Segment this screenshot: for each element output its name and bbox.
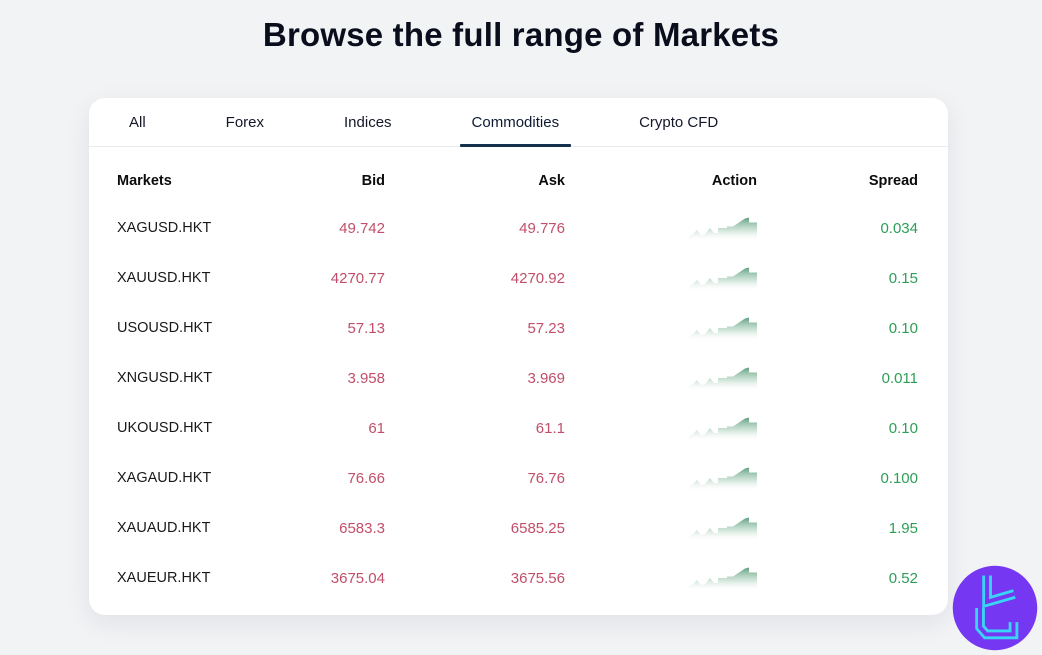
action-cell	[565, 415, 757, 441]
tab-crypto-cfd[interactable]: Crypto CFD	[599, 98, 758, 146]
table-header-row: Markets Bid Ask Action Spread	[89, 147, 948, 195]
action-cell	[565, 215, 757, 241]
sparkline-up-chart-icon	[689, 365, 757, 391]
market-symbol: XAUEUR.HKT	[117, 570, 211, 586]
table-row[interactable]: XAGUSD.HKT 49.742 49.776 0.034	[89, 203, 948, 253]
action-cell	[565, 515, 757, 541]
ask-value: 76.76	[527, 469, 565, 487]
sparkline-up-chart-icon	[689, 415, 757, 441]
bid-value: 49.742	[339, 219, 385, 237]
spread-value: 0.100	[880, 469, 918, 487]
column-header-spread: Spread	[868, 173, 918, 189]
market-symbol: UKOUSD.HKT	[117, 420, 213, 436]
sparkline-up-chart-icon	[689, 565, 757, 591]
table-row[interactable]: XAUEUR.HKT 3675.04 3675.56 0.52	[89, 553, 948, 603]
bid-value: 6583.3	[339, 519, 385, 537]
ask-value: 57.23	[527, 319, 565, 337]
column-header-action: Action	[711, 173, 757, 189]
market-symbol: XAGAUD.HKT	[117, 470, 212, 486]
spread-value: 0.15	[888, 269, 918, 287]
tab-commodities[interactable]: Commodities	[432, 98, 600, 147]
sparkline-up-chart-icon	[689, 315, 757, 341]
market-symbol: XAGUSD.HKT	[117, 220, 212, 236]
table-body: XAGUSD.HKT 49.742 49.776 0.034 XAUUSD.HK…	[89, 203, 948, 603]
spread-value: 1.95	[888, 519, 918, 537]
ask-value: 49.776	[519, 219, 565, 237]
bid-value: 3.958	[347, 369, 385, 387]
bid-value: 76.66	[347, 469, 385, 487]
action-cell	[565, 565, 757, 591]
action-cell	[565, 465, 757, 491]
market-symbol: USOUSD.HKT	[117, 320, 213, 336]
table-row[interactable]: XAUUSD.HKT 4270.77 4270.92 0.15	[89, 253, 948, 303]
table-row[interactable]: XNGUSD.HKT 3.958 3.969 0.011	[89, 353, 948, 403]
bid-value: 57.13	[347, 319, 385, 337]
column-header-bid: Bid	[361, 173, 385, 189]
sparkline-up-chart-icon	[689, 215, 757, 241]
spread-value: 0.10	[888, 419, 918, 437]
spread-value: 0.10	[888, 319, 918, 337]
ask-value: 3.969	[527, 369, 565, 387]
ask-value: 61.1	[535, 419, 565, 437]
sparkline-up-chart-icon	[689, 515, 757, 541]
sparkline-up-chart-icon	[689, 465, 757, 491]
tab-forex[interactable]: Forex	[186, 98, 304, 146]
market-symbol: XNGUSD.HKT	[117, 370, 213, 386]
spread-value: 0.011	[881, 369, 918, 387]
table-row[interactable]: USOUSD.HKT 57.13 57.23 0.10	[89, 303, 948, 353]
sparkline-up-chart-icon	[689, 265, 757, 291]
action-cell	[565, 315, 757, 341]
brand-logo-icon	[952, 565, 1038, 651]
bid-value: 3675.04	[330, 569, 385, 587]
market-symbol: XAUAUD.HKT	[117, 520, 211, 536]
spread-value: 0.034	[880, 219, 918, 237]
ask-value: 3675.56	[510, 569, 565, 587]
ask-value: 4270.92	[510, 269, 565, 287]
spread-value: 0.52	[888, 569, 918, 587]
action-cell	[565, 265, 757, 291]
tab-bar: All Forex Indices Commodities Crypto CFD	[89, 98, 948, 147]
table-row[interactable]: UKOUSD.HKT 61 61.1 0.10	[89, 403, 948, 453]
tab-indices[interactable]: Indices	[304, 98, 432, 146]
ask-value: 6585.25	[510, 519, 565, 537]
tab-all[interactable]: All	[89, 98, 186, 146]
markets-card: All Forex Indices Commodities Crypto CFD…	[89, 98, 948, 615]
bid-value: 61	[368, 419, 385, 437]
column-header-markets: Markets	[117, 173, 172, 189]
column-header-ask: Ask	[538, 173, 565, 189]
page-title: Browse the full range of Markets	[262, 16, 780, 53]
bid-value: 4270.77	[330, 269, 385, 287]
table-row[interactable]: XAUAUD.HKT 6583.3 6585.25 1.95	[89, 503, 948, 553]
action-cell	[565, 365, 757, 391]
market-symbol: XAUUSD.HKT	[117, 270, 211, 286]
table-row[interactable]: XAGAUD.HKT 76.66 76.76 0.100	[89, 453, 948, 503]
